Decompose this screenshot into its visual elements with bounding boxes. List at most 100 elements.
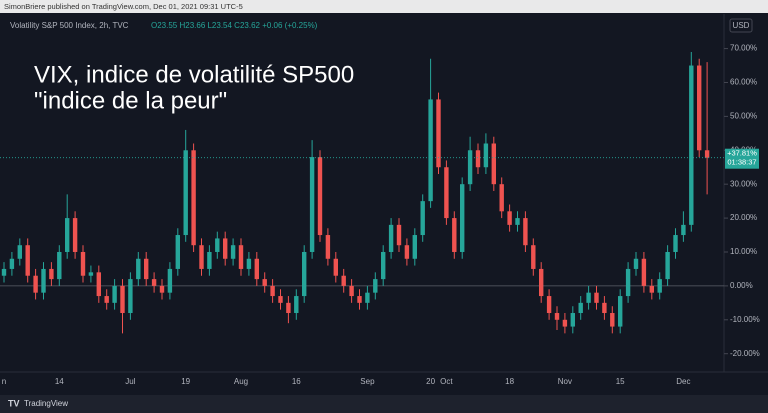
candle-body <box>207 251 212 269</box>
price-badge <box>725 148 759 169</box>
y-tick-label: 0.00% <box>730 281 753 290</box>
candle-body <box>278 296 283 303</box>
x-tick-label: 20 <box>426 377 435 386</box>
candle-body <box>17 245 22 259</box>
candle-body <box>230 245 236 259</box>
x-tick-label: 15 <box>616 377 625 386</box>
publisher-bar <box>0 0 768 13</box>
y-tick-label: 10.00% <box>730 247 757 256</box>
candle-body <box>144 258 149 280</box>
candle-body <box>396 224 402 246</box>
candle-body <box>175 235 180 269</box>
candle-body <box>507 211 512 225</box>
footer-bar <box>0 395 768 413</box>
candle-body <box>570 313 575 327</box>
candle-body <box>357 296 362 303</box>
candle-body <box>420 201 425 236</box>
candle-body <box>112 285 117 303</box>
publisher: SimonBriere published on TradingView.com… <box>4 2 243 11</box>
candle-body <box>325 235 331 259</box>
candle-body <box>151 279 157 286</box>
y-tick-label: 30.00% <box>730 179 757 188</box>
y-tick-label: 50.00% <box>730 111 757 120</box>
candle-body <box>531 245 536 269</box>
candle-body <box>704 150 710 158</box>
candle-body <box>373 279 378 293</box>
candle-body <box>475 150 481 168</box>
y-tick-label: 20.00% <box>730 213 757 222</box>
chart-subtitle: "indice de la peur" <box>34 87 227 114</box>
x-tick-label: Sep <box>360 377 375 386</box>
candle-body <box>602 302 607 314</box>
candle-body <box>562 319 568 327</box>
candle-body <box>665 251 670 280</box>
candle-body <box>499 184 504 212</box>
candle-body <box>128 279 133 314</box>
candle-body <box>199 245 204 269</box>
candle-body <box>262 279 267 286</box>
candle-body <box>641 258 647 286</box>
candle-body <box>436 99 441 168</box>
x-tick-label: 14 <box>55 377 64 386</box>
candle-body <box>104 296 109 303</box>
candle-body <box>633 258 639 269</box>
x-tick-label: Nov <box>558 377 572 386</box>
logo: TV <box>8 398 20 408</box>
candle-body <box>246 258 252 269</box>
chart-title: VIX, indice de volatilité SP500 <box>34 61 354 88</box>
candle-body <box>697 65 702 151</box>
x-tick-label: Dec <box>676 377 690 386</box>
candle-body <box>191 150 196 246</box>
candle-body <box>317 157 323 236</box>
candle-body <box>491 143 496 185</box>
x-tick-label: 16 <box>292 377 301 386</box>
candle-body <box>49 268 54 280</box>
candle-body <box>341 275 346 286</box>
candle-body <box>625 268 631 297</box>
candle-body <box>412 235 417 259</box>
candle-body <box>88 272 94 276</box>
candle-body <box>539 268 544 297</box>
x-tick-label: Aug <box>234 377 248 386</box>
currency-box <box>729 18 753 33</box>
candle-body <box>270 285 275 297</box>
candle-body <box>444 167 449 219</box>
ohlc: O23.55 H23.66 L23.54 C23.62 +0.06 (+0.25… <box>151 21 318 30</box>
countdown: 01:38:37 <box>727 158 756 167</box>
candle-body <box>467 150 473 185</box>
brand: TradingView <box>24 399 68 408</box>
candle-body <box>349 285 354 297</box>
candle-body <box>452 218 457 252</box>
candle-body <box>167 268 173 293</box>
x-tick-label: n <box>2 377 6 386</box>
candle-body <box>546 296 552 314</box>
candle-body <box>554 313 560 320</box>
candle-body <box>404 245 410 259</box>
candle-body <box>689 65 694 225</box>
x-tick-label: 19 <box>181 377 190 386</box>
candle-body <box>96 272 101 297</box>
candle-body <box>388 224 394 252</box>
candle-body <box>65 218 70 252</box>
candle-body <box>483 143 489 168</box>
candle-body <box>33 275 38 293</box>
candle-body <box>618 296 623 327</box>
candle-body <box>309 157 315 252</box>
candle-body <box>657 279 662 293</box>
candle-body <box>72 218 78 252</box>
price-label: +37.81% <box>727 149 757 158</box>
y-tick-label: 70.00% <box>730 44 757 53</box>
candle-body <box>460 184 465 252</box>
candle-body <box>681 224 686 236</box>
candle-body <box>223 238 228 259</box>
candle-body <box>80 251 86 276</box>
candle-body <box>333 258 338 276</box>
candle-body <box>294 296 299 314</box>
candle-body <box>9 258 15 269</box>
y-tick-label: -10.00% <box>730 315 760 324</box>
candle-body <box>673 235 678 252</box>
candle-body <box>428 99 433 202</box>
